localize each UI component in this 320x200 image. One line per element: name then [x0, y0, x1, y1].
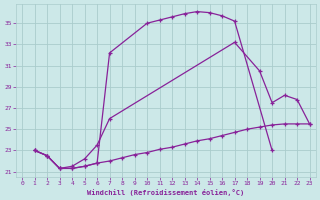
- X-axis label: Windchill (Refroidissement éolien,°C): Windchill (Refroidissement éolien,°C): [87, 189, 244, 196]
